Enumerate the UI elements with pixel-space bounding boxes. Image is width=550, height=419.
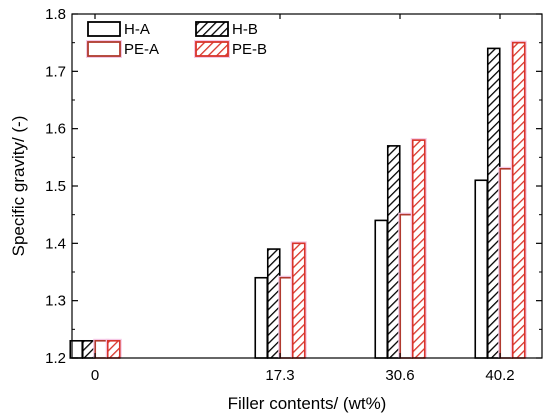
bar [254, 276, 269, 359]
legend-swatch [195, 21, 229, 37]
bar [474, 179, 489, 359]
bars-layer [69, 40, 527, 359]
axis-layer: 1.2 1.3 1.4 1.5 1.6 1.7 1.8 0 17.3 30.6 40.2 [45, 6, 542, 384]
bar [81, 339, 96, 359]
bar [486, 47, 501, 359]
legend-item: H-A [87, 21, 150, 38]
legend-item: PE-A [86, 40, 159, 58]
legend-label: PE-B [232, 41, 267, 58]
bar [386, 145, 401, 359]
legend-item: H-B [195, 21, 258, 38]
y-tick-label: 1.3 [45, 293, 66, 310]
bar-h-b-3 [486, 47, 501, 359]
y-tick-label: 1.5 [45, 178, 66, 195]
legend-swatch [87, 21, 121, 37]
y-axis-title: Specific gravity/ (-) [9, 116, 28, 257]
legend-label: H-A [124, 21, 150, 38]
y-tick-label: 1.8 [45, 6, 66, 23]
x-tick-label: 0 [91, 367, 99, 384]
x-tick-label: 17.3 [265, 367, 294, 384]
bar-pe-b-3 [511, 41, 526, 359]
bar [266, 248, 281, 359]
bar [410, 138, 427, 359]
legend-item: PE-B [194, 40, 267, 58]
bar [374, 219, 389, 359]
x-tick-label: 40.2 [485, 367, 514, 384]
legend: H-A H-B PE-A PE-B [86, 21, 267, 58]
bar-h-a-2 [374, 219, 389, 359]
bar-h-a-1 [254, 276, 269, 359]
x-tick-label: 30.6 [385, 367, 414, 384]
bar-h-b-2 [386, 145, 401, 359]
bar-pe-b-1 [291, 242, 306, 359]
y-tick-label: 1.4 [45, 235, 66, 252]
bar-h-b-1 [266, 248, 281, 359]
legend-swatch [195, 41, 229, 57]
legend-label: H-B [232, 21, 258, 38]
bar-h-b-0 [81, 339, 96, 359]
plot-area-frame [71, 13, 543, 359]
y-tick-label: 1.2 [45, 350, 66, 367]
bar-h-a-3 [474, 179, 489, 359]
y-tick-label: 1.7 [45, 63, 66, 80]
bar [278, 275, 295, 359]
legend-label: PE-A [124, 41, 159, 58]
bar [510, 40, 527, 359]
bar [105, 338, 122, 359]
bar [290, 241, 307, 359]
bar-pe-b-2 [411, 139, 426, 359]
bar-pe-a-1 [279, 276, 294, 359]
bar [93, 338, 110, 359]
bar-pe-b-0 [106, 339, 121, 359]
bar-pe-a-0 [94, 339, 109, 359]
legend-swatch [87, 41, 121, 57]
x-axis-title: Filler contents/ (wt%) [228, 394, 387, 413]
y-tick-label: 1.6 [45, 121, 66, 138]
bar-pe-a-2 [399, 213, 414, 359]
bar [398, 212, 415, 359]
bar-pe-a-3 [499, 168, 514, 359]
